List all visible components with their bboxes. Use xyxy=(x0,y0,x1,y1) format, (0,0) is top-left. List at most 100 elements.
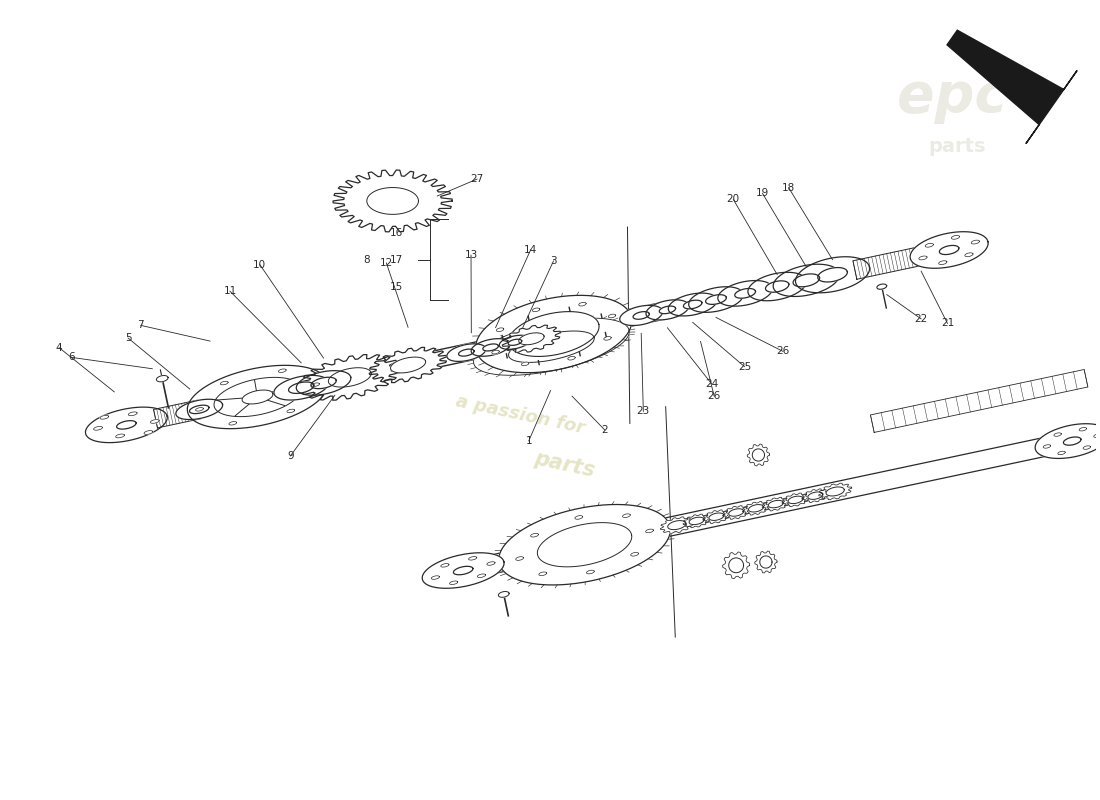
Polygon shape xyxy=(288,382,313,394)
Polygon shape xyxy=(742,502,770,515)
Polygon shape xyxy=(826,487,845,496)
Polygon shape xyxy=(422,553,504,588)
Polygon shape xyxy=(748,505,763,512)
Polygon shape xyxy=(604,337,612,340)
Polygon shape xyxy=(274,375,329,400)
Polygon shape xyxy=(503,325,561,353)
Polygon shape xyxy=(795,257,870,293)
Polygon shape xyxy=(705,294,726,305)
Polygon shape xyxy=(877,284,887,290)
Polygon shape xyxy=(370,347,447,382)
Text: 6: 6 xyxy=(68,352,75,362)
Text: 23: 23 xyxy=(637,406,650,417)
Polygon shape xyxy=(802,489,829,502)
Polygon shape xyxy=(94,426,102,430)
Polygon shape xyxy=(793,274,820,286)
Polygon shape xyxy=(220,382,228,385)
Text: 4: 4 xyxy=(56,342,63,353)
Polygon shape xyxy=(154,400,201,428)
Polygon shape xyxy=(718,281,772,306)
Polygon shape xyxy=(471,338,510,356)
Polygon shape xyxy=(918,256,927,260)
Polygon shape xyxy=(852,243,939,279)
Polygon shape xyxy=(214,378,301,417)
Polygon shape xyxy=(766,281,789,292)
Polygon shape xyxy=(788,496,803,503)
Polygon shape xyxy=(129,412,138,416)
Polygon shape xyxy=(782,493,810,506)
Polygon shape xyxy=(708,513,724,521)
Polygon shape xyxy=(773,264,839,297)
Polygon shape xyxy=(1064,437,1081,445)
Polygon shape xyxy=(229,422,236,425)
Polygon shape xyxy=(1079,427,1087,431)
Polygon shape xyxy=(1043,445,1050,448)
Polygon shape xyxy=(532,308,540,312)
Polygon shape xyxy=(689,286,744,312)
Polygon shape xyxy=(469,557,476,560)
Polygon shape xyxy=(938,261,947,265)
Polygon shape xyxy=(807,492,823,499)
Polygon shape xyxy=(333,170,452,232)
Polygon shape xyxy=(748,272,806,301)
Polygon shape xyxy=(498,591,509,598)
Polygon shape xyxy=(630,553,638,556)
Polygon shape xyxy=(328,368,371,387)
Polygon shape xyxy=(117,421,136,429)
Text: parts: parts xyxy=(928,138,986,156)
Polygon shape xyxy=(817,267,847,282)
Polygon shape xyxy=(86,407,167,442)
Text: 14: 14 xyxy=(524,245,538,254)
Text: a passion for: a passion for xyxy=(454,393,586,438)
Polygon shape xyxy=(965,253,974,257)
Text: 11: 11 xyxy=(223,286,236,296)
Polygon shape xyxy=(496,328,504,331)
Polygon shape xyxy=(632,312,649,319)
Polygon shape xyxy=(196,407,204,411)
Polygon shape xyxy=(947,30,1077,144)
Polygon shape xyxy=(278,369,286,373)
Polygon shape xyxy=(668,521,686,530)
Polygon shape xyxy=(311,383,319,386)
Polygon shape xyxy=(669,293,717,316)
Polygon shape xyxy=(818,483,851,500)
Polygon shape xyxy=(519,333,544,345)
Text: 8: 8 xyxy=(363,254,370,265)
Polygon shape xyxy=(1054,433,1062,436)
Polygon shape xyxy=(728,558,744,573)
Polygon shape xyxy=(499,335,530,350)
Text: 26: 26 xyxy=(777,346,790,356)
Polygon shape xyxy=(723,552,750,578)
Polygon shape xyxy=(760,556,772,568)
Polygon shape xyxy=(431,576,439,579)
Text: 19: 19 xyxy=(756,188,769,198)
Polygon shape xyxy=(176,399,222,419)
Polygon shape xyxy=(311,378,337,389)
Polygon shape xyxy=(475,295,631,373)
Polygon shape xyxy=(659,306,675,314)
Polygon shape xyxy=(144,430,153,434)
Polygon shape xyxy=(939,246,959,254)
Polygon shape xyxy=(521,362,529,366)
Polygon shape xyxy=(100,415,109,419)
Polygon shape xyxy=(508,339,521,346)
Text: 17: 17 xyxy=(389,254,404,265)
Polygon shape xyxy=(242,390,273,404)
Text: 1: 1 xyxy=(526,436,532,446)
Polygon shape xyxy=(579,302,586,306)
Polygon shape xyxy=(1093,434,1100,438)
Text: 2: 2 xyxy=(602,425,608,435)
Polygon shape xyxy=(619,306,662,326)
Polygon shape xyxy=(1058,451,1065,454)
Polygon shape xyxy=(151,419,160,423)
Polygon shape xyxy=(646,529,653,533)
Polygon shape xyxy=(498,505,670,585)
Text: epc: epc xyxy=(898,70,1008,124)
Polygon shape xyxy=(568,356,575,360)
Text: 18: 18 xyxy=(782,182,795,193)
Polygon shape xyxy=(447,344,486,362)
Polygon shape xyxy=(287,409,295,413)
Polygon shape xyxy=(925,243,934,247)
Polygon shape xyxy=(735,289,756,298)
Polygon shape xyxy=(728,509,744,516)
